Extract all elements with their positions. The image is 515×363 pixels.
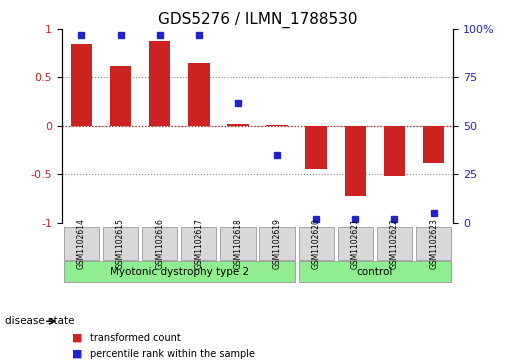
Bar bbox=[266, 125, 288, 126]
Title: GDS5276 / ILMN_1788530: GDS5276 / ILMN_1788530 bbox=[158, 12, 357, 28]
Text: GSM1102623: GSM1102623 bbox=[429, 218, 438, 269]
Bar bbox=[227, 124, 249, 126]
Text: GSM1102616: GSM1102616 bbox=[155, 218, 164, 269]
Text: disease state: disease state bbox=[5, 316, 75, 326]
Text: GSM1102620: GSM1102620 bbox=[312, 218, 321, 269]
FancyBboxPatch shape bbox=[64, 227, 99, 260]
FancyBboxPatch shape bbox=[338, 227, 373, 260]
Bar bbox=[110, 66, 131, 126]
Text: Myotonic dystrophy type 2: Myotonic dystrophy type 2 bbox=[110, 267, 249, 277]
FancyBboxPatch shape bbox=[142, 227, 177, 260]
Text: GSM1102619: GSM1102619 bbox=[272, 218, 282, 269]
FancyBboxPatch shape bbox=[64, 261, 295, 282]
Text: ■: ■ bbox=[72, 333, 82, 343]
FancyBboxPatch shape bbox=[181, 227, 216, 260]
Text: ■: ■ bbox=[72, 349, 82, 359]
Bar bbox=[149, 41, 170, 126]
Bar bbox=[345, 126, 366, 196]
Bar bbox=[384, 126, 405, 176]
Bar bbox=[423, 126, 444, 163]
Text: GSM1102618: GSM1102618 bbox=[233, 218, 243, 269]
Bar bbox=[305, 126, 327, 170]
FancyBboxPatch shape bbox=[220, 227, 255, 260]
FancyBboxPatch shape bbox=[377, 227, 412, 260]
Bar bbox=[71, 44, 92, 126]
Text: transformed count: transformed count bbox=[90, 333, 181, 343]
FancyBboxPatch shape bbox=[299, 227, 334, 260]
Text: GSM1102621: GSM1102621 bbox=[351, 218, 360, 269]
Text: control: control bbox=[357, 267, 393, 277]
FancyBboxPatch shape bbox=[299, 261, 451, 282]
FancyBboxPatch shape bbox=[103, 227, 138, 260]
Text: GSM1102615: GSM1102615 bbox=[116, 218, 125, 269]
FancyBboxPatch shape bbox=[260, 227, 295, 260]
Bar bbox=[188, 63, 210, 126]
Text: percentile rank within the sample: percentile rank within the sample bbox=[90, 349, 255, 359]
FancyBboxPatch shape bbox=[416, 227, 451, 260]
Text: GSM1102622: GSM1102622 bbox=[390, 218, 399, 269]
Text: GSM1102614: GSM1102614 bbox=[77, 218, 86, 269]
Text: GSM1102617: GSM1102617 bbox=[194, 218, 203, 269]
